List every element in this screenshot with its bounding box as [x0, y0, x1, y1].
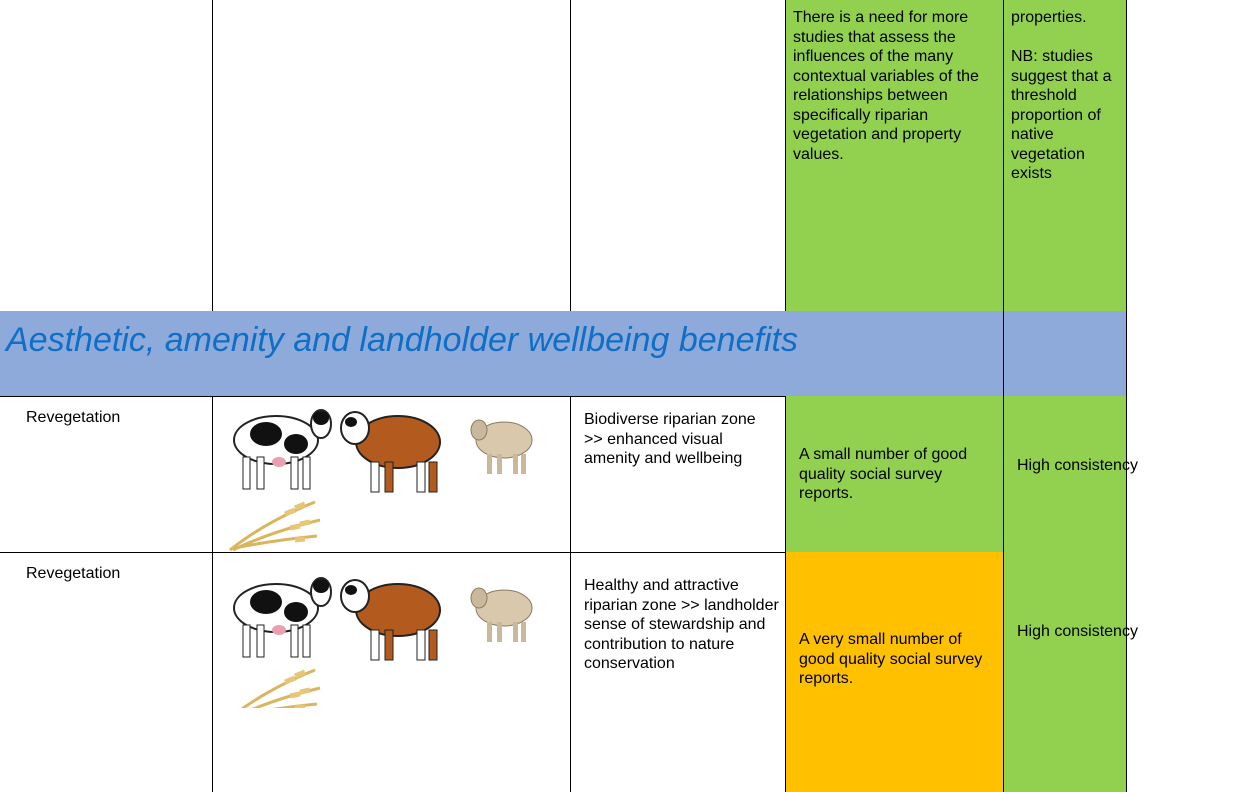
- cell-text: Revegetation: [26, 565, 121, 582]
- cell-text: Healthy and attractive riparian zone >> …: [584, 577, 779, 672]
- table-cell: [212, 396, 571, 553]
- table-cell: [212, 552, 571, 792]
- livestock-icons: [221, 409, 533, 552]
- cell-text: properties. NB: studies suggest that a t…: [1011, 8, 1120, 184]
- table-cell: High consistency: [1003, 552, 1138, 792]
- section-heading-cell: Aesthetic, amenity and landholder wellbe…: [0, 311, 1004, 397]
- table-cell: There is a need for more studies that as…: [785, 0, 1004, 312]
- table-cell: High consistency: [1003, 396, 1138, 553]
- cell-text: High consistency: [1017, 457, 1138, 474]
- table-cell: Revegetation: [0, 552, 213, 792]
- table-cell: properties. NB: studies suggest that a t…: [1003, 0, 1127, 312]
- paragraph: NB: studies suggest that a threshold pro…: [1011, 48, 1112, 182]
- cell-text: Biodiverse riparian zone >> enhanced vis…: [584, 411, 769, 467]
- paragraph: properties.: [1011, 9, 1087, 26]
- table-cell: [1003, 311, 1127, 397]
- table-cell: Biodiverse riparian zone >> enhanced vis…: [570, 396, 786, 553]
- cell-text: There is a need for more studies that as…: [793, 9, 979, 163]
- table-cell: [212, 0, 571, 312]
- cell-text: Revegetation: [26, 409, 121, 426]
- cell-text: A very small number of good quality soci…: [799, 631, 983, 687]
- table-cell: Healthy and attractive riparian zone >> …: [570, 552, 786, 792]
- table-cell: Revegetation: [0, 396, 213, 553]
- livestock-icons: [221, 577, 533, 708]
- cell-text: High consistency: [1017, 623, 1138, 640]
- table-cell: [570, 0, 786, 312]
- section-heading: Aesthetic, amenity and landholder wellbe…: [6, 321, 798, 359]
- table-cell: A very small number of good quality soci…: [785, 552, 1004, 792]
- table-cell: [0, 0, 213, 312]
- cell-text: A small number of good quality social su…: [799, 445, 968, 502]
- table-cell: A small number of good quality social su…: [785, 396, 1004, 553]
